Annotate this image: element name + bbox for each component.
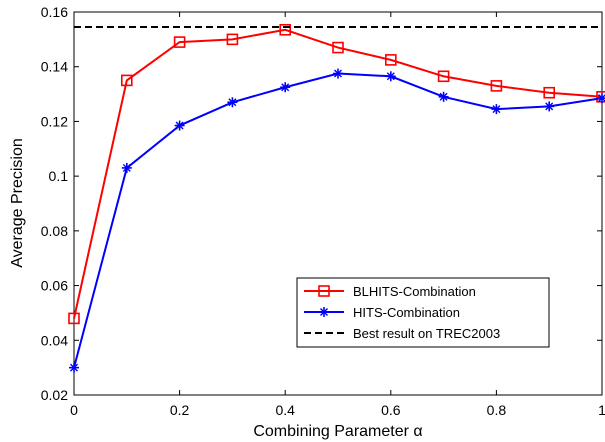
legend-items: BLHITS-Combination HITS-Combination Best r… bbox=[304, 284, 500, 341]
data-point bbox=[384, 54, 397, 66]
y-tick-label: 0.12 bbox=[41, 113, 68, 129]
data-point bbox=[121, 74, 133, 87]
y-tick-label: 0.06 bbox=[41, 278, 68, 294]
data-point bbox=[437, 70, 450, 83]
data-point bbox=[438, 91, 449, 102]
legend-marker bbox=[319, 307, 329, 317]
data-point bbox=[68, 312, 80, 325]
ticks-layer: 0 0.2 0.4 0.6 0.8 1 0.02 0.04 0.06 0.08 0.1 0.12 0.1… bbox=[41, 4, 605, 418]
data-point bbox=[490, 80, 503, 92]
x-tick-label: 0.4 bbox=[275, 402, 295, 418]
data-point bbox=[173, 36, 186, 48]
x-axis-title: Combining Parameter α bbox=[253, 423, 422, 440]
data-point bbox=[279, 23, 292, 36]
x-tick-label: 0 bbox=[70, 402, 78, 418]
data-point bbox=[332, 41, 344, 54]
data-point bbox=[121, 162, 132, 173]
data-point bbox=[544, 101, 555, 112]
data-point bbox=[491, 104, 502, 115]
x-tick-label: 0.2 bbox=[170, 402, 190, 418]
series-line-0 bbox=[73, 28, 603, 319]
legend-marker bbox=[318, 285, 330, 297]
legend: BLHITS-Combination HITS-Combination Best r… bbox=[296, 277, 550, 348]
data-point bbox=[543, 86, 556, 99]
x-tick-label: 0.8 bbox=[487, 402, 507, 418]
data-point bbox=[174, 120, 185, 131]
data-point bbox=[385, 71, 396, 82]
y-tick-label: 0.08 bbox=[41, 223, 68, 239]
y-tick-label: 0.1 bbox=[49, 168, 69, 184]
series-layer bbox=[68, 23, 605, 373]
data-point bbox=[226, 33, 239, 46]
data-point bbox=[280, 82, 291, 93]
y-tick-label: 0.04 bbox=[41, 332, 68, 348]
data-point bbox=[333, 68, 343, 79]
y-tick-label: 0.14 bbox=[41, 59, 68, 75]
data-point bbox=[597, 93, 605, 104]
y-tick-label: 0.02 bbox=[41, 387, 68, 403]
legend-label: BLHITS-Combination bbox=[353, 284, 476, 299]
y-tick-label: 0.16 bbox=[41, 4, 68, 20]
legend-label: Best result on TREC2003 bbox=[353, 326, 500, 341]
x-tick-label: 0.6 bbox=[381, 402, 401, 418]
data-point bbox=[227, 97, 238, 108]
data-point bbox=[69, 362, 79, 373]
legend-label: HITS-Combination bbox=[353, 305, 460, 320]
y-axis-title: Average Precision bbox=[9, 138, 26, 268]
x-tick-label: 1 bbox=[598, 402, 605, 418]
